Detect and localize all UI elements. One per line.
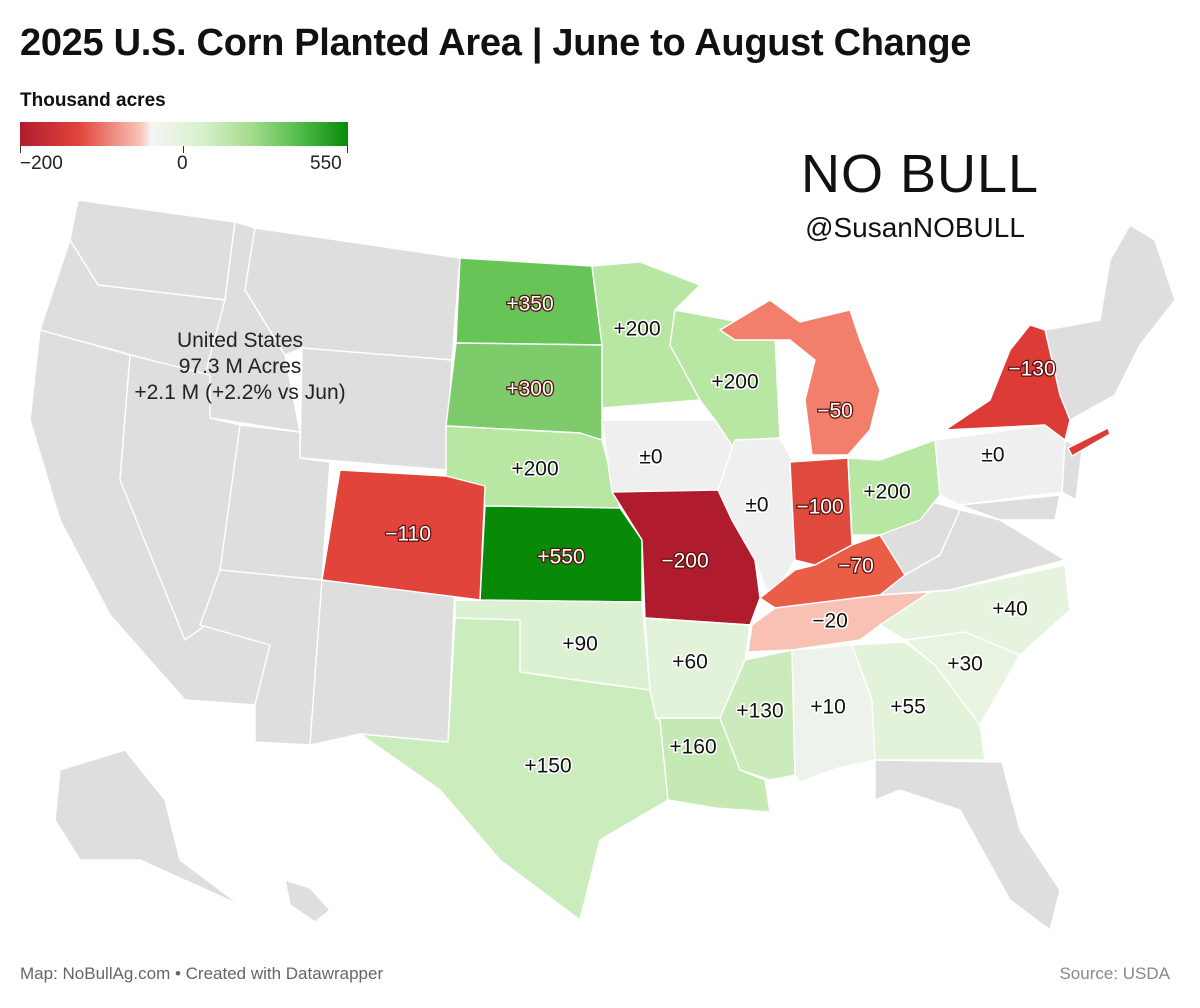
state-label-MI: −50 [817, 400, 853, 423]
state-label-KS: +550 [537, 546, 584, 569]
state-label-PA: ±0 [981, 444, 1004, 467]
state-AK [54, 749, 241, 906]
data-states [321, 257, 1111, 921]
footer-source: Source: USDA [1059, 964, 1170, 983]
state-HI [284, 879, 331, 923]
state-label-WI: +200 [711, 371, 758, 394]
state-label-OH: +200 [863, 481, 910, 504]
state-NY [944, 324, 1071, 441]
footer-credit: Map: NoBullAg.com • Created with Datawra… [20, 964, 384, 983]
state-label-TN: −20 [812, 610, 848, 633]
brand-handle: @SusanNOBULL [805, 212, 1025, 243]
state-label-NE: +200 [511, 458, 558, 481]
state-MI [719, 299, 881, 456]
state-label-KY: −70 [838, 555, 874, 578]
state-label-SD: +300 [506, 378, 553, 401]
state-label-MO: −200 [661, 550, 708, 573]
state-GA [851, 641, 986, 761]
state-label-GA: +55 [890, 696, 926, 719]
state-label-AL: +10 [810, 696, 846, 719]
state-label-OK: +90 [562, 633, 598, 656]
state-label-IN: −100 [796, 496, 843, 519]
state-label-TX: +150 [524, 755, 571, 778]
state-label-NC: +40 [992, 598, 1028, 621]
state-TX [359, 617, 669, 921]
state-label-IL: ±0 [745, 494, 768, 517]
state-IA [601, 419, 736, 493]
legend-label-min: −200 [20, 153, 63, 174]
state-label-AR: +60 [672, 651, 708, 674]
state-MD [959, 494, 1061, 521]
state-label-IA: ±0 [639, 446, 662, 469]
state-label-SC: +30 [947, 653, 983, 676]
state-OH [847, 439, 941, 536]
state-label-CO: −110 [385, 523, 431, 546]
us-summary-annotation: United States 97.3 M Acres +2.1 M (+2.2%… [100, 328, 380, 406]
state-labels: +350 +300 +200 +200 +200 +200 +550 ±0 ±0 ±0 −200 −1… [384, 291, 1057, 779]
summary-line-1: United States [176, 329, 304, 352]
state-NC [879, 564, 1071, 656]
state-label-MS: +130 [736, 700, 783, 723]
state-label-LA: +160 [669, 736, 716, 759]
legend-tick-max [347, 146, 348, 153]
state-NM [309, 579, 456, 746]
state-FL [874, 759, 1061, 931]
brand-logo-text: NO BULL [800, 144, 1040, 204]
legend-tick-min [20, 146, 21, 153]
state-New-England [1044, 224, 1176, 421]
legend-color-scale [20, 122, 348, 146]
state-label-ND: +350 [506, 293, 553, 316]
state-CO [321, 469, 486, 601]
chart-title: 2025 U.S. Corn Planted Area | June to Au… [20, 22, 972, 64]
legend-label-max: 550 [310, 153, 342, 174]
legend-label-zero: 0 [177, 153, 188, 174]
state-label-NY: −130 [1008, 358, 1055, 381]
state-label-MN: +200 [613, 318, 660, 341]
summary-line-3: +2.1 M (+2.2% vs Jun) [134, 381, 346, 404]
state-NY-long-island [1067, 427, 1111, 457]
summary-line-2: 97.3 M Acres [178, 355, 302, 378]
no-data-states [29, 199, 1176, 931]
legend-tick-zero [183, 146, 184, 153]
legend-title: Thousand acres [20, 90, 166, 111]
